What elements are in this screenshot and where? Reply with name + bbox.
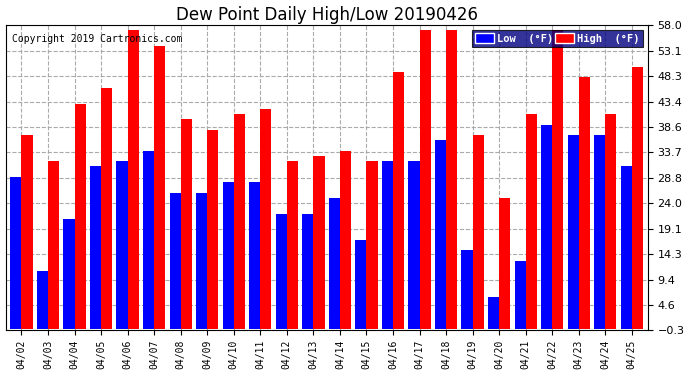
Bar bbox=[408, 161, 420, 329]
Bar bbox=[621, 166, 632, 329]
Bar bbox=[541, 124, 552, 329]
Bar bbox=[435, 140, 446, 329]
Bar bbox=[568, 135, 579, 329]
Bar bbox=[75, 104, 86, 329]
Bar bbox=[170, 193, 181, 329]
Title: Dew Point Daily High/Low 20190426: Dew Point Daily High/Low 20190426 bbox=[176, 6, 477, 24]
Bar bbox=[488, 297, 499, 329]
Bar bbox=[196, 193, 207, 329]
Bar bbox=[328, 198, 340, 329]
Bar bbox=[287, 161, 298, 329]
Bar bbox=[499, 198, 511, 329]
Bar bbox=[632, 67, 643, 329]
Bar bbox=[143, 151, 154, 329]
Bar bbox=[420, 30, 431, 329]
Bar bbox=[234, 114, 245, 329]
Bar bbox=[382, 161, 393, 329]
Bar bbox=[63, 219, 75, 329]
Bar bbox=[594, 135, 605, 329]
Bar bbox=[552, 30, 563, 329]
Bar bbox=[101, 88, 112, 329]
Bar bbox=[128, 30, 139, 329]
Bar bbox=[154, 46, 166, 329]
Bar bbox=[366, 161, 377, 329]
Bar bbox=[260, 109, 271, 329]
Bar bbox=[223, 182, 234, 329]
Bar bbox=[117, 161, 128, 329]
Bar bbox=[340, 151, 351, 329]
Text: Copyright 2019 Cartronics.com: Copyright 2019 Cartronics.com bbox=[12, 34, 182, 44]
Bar bbox=[313, 156, 324, 329]
Bar bbox=[515, 261, 526, 329]
Bar bbox=[276, 214, 287, 329]
Bar bbox=[355, 240, 366, 329]
Bar bbox=[393, 72, 404, 329]
Bar bbox=[605, 114, 616, 329]
Legend: Low  (°F), High  (°F): Low (°F), High (°F) bbox=[472, 30, 642, 47]
Bar bbox=[302, 214, 313, 329]
Bar bbox=[526, 114, 537, 329]
Bar bbox=[181, 119, 192, 329]
Bar bbox=[10, 177, 21, 329]
Bar bbox=[249, 182, 260, 329]
Bar bbox=[90, 166, 101, 329]
Bar bbox=[48, 161, 59, 329]
Bar bbox=[473, 135, 484, 329]
Bar bbox=[579, 78, 590, 329]
Bar bbox=[462, 250, 473, 329]
Bar bbox=[21, 135, 32, 329]
Bar bbox=[207, 130, 218, 329]
Bar bbox=[37, 271, 48, 329]
Bar bbox=[446, 30, 457, 329]
